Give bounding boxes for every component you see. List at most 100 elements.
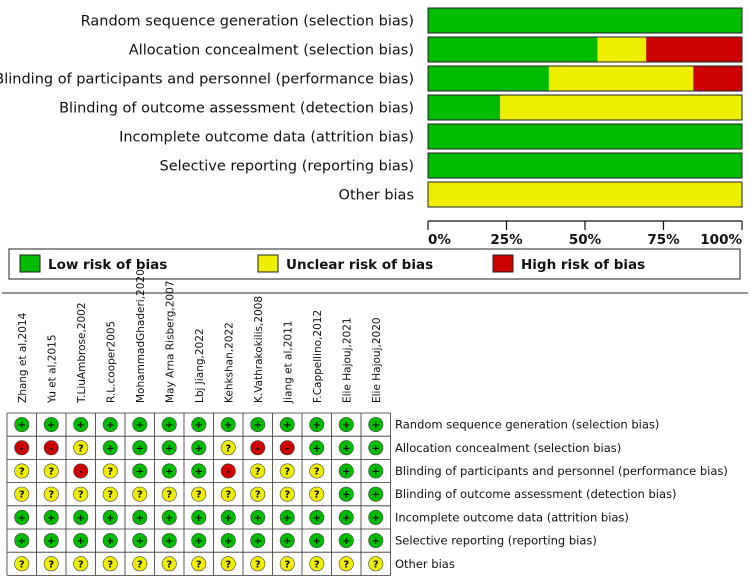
judgement-dot (14, 556, 30, 572)
legend-swatch (492, 254, 514, 273)
judgement-symbol: - (20, 443, 24, 454)
domain-label: Blinding of outcome assessment (detectio… (395, 487, 676, 501)
judgement-symbol: + (224, 536, 232, 547)
judgement-symbol: - (49, 443, 53, 454)
bar-category-label: Other bias (339, 188, 414, 204)
judgement-symbol: + (254, 420, 262, 431)
judgement-dot (102, 463, 118, 479)
judgement-dot (220, 486, 236, 502)
judgement-dot (14, 486, 30, 502)
domain-label: Other bias (395, 557, 455, 571)
judgement-dot (132, 556, 148, 572)
bar-segment-high-risk-of-bias (646, 37, 742, 62)
judgement-symbol: ? (166, 559, 172, 570)
judgement-dot (73, 486, 89, 502)
judgement-dot (14, 440, 30, 456)
judgement-dot (43, 509, 59, 525)
judgement-dot (43, 533, 59, 549)
judgement-dot (250, 556, 266, 572)
judgement-dot (73, 417, 89, 433)
judgement-dot (73, 556, 89, 572)
judgement-dot (309, 509, 325, 525)
risk-of-bias-graph: Random sequence generation (selection bi… (0, 7, 743, 208)
judgement-dot (191, 463, 207, 479)
judgement-dot (73, 440, 89, 456)
judgement-symbol: ? (196, 559, 202, 570)
judgement-symbol: + (106, 513, 114, 524)
judgement-symbol: + (195, 443, 203, 454)
judgement-symbol: + (106, 536, 114, 547)
judgement-dot (191, 417, 207, 433)
judgement-symbol: + (136, 443, 144, 454)
bar-outline (427, 36, 743, 63)
bar-outline (427, 181, 743, 208)
domain-label: Blinding of participants and personnel (… (395, 464, 728, 478)
judgement-symbol: ? (166, 490, 172, 501)
judgement-symbol: + (283, 536, 291, 547)
judgement-dot (102, 486, 118, 502)
judgement-dot (338, 463, 354, 479)
study-label: Kehkshan,2022 (223, 322, 235, 403)
judgement-dot (132, 417, 148, 433)
judgement-dot (309, 463, 325, 479)
judgement-dot (338, 440, 354, 456)
judgement-dot (279, 533, 295, 549)
judgement-dot (368, 463, 384, 479)
legend-label: Unclear risk of bias (286, 257, 433, 273)
judgement-symbol: + (18, 420, 26, 431)
judgement-dot (161, 486, 177, 502)
judgement-symbol: ? (107, 490, 113, 501)
judgement-dot (309, 417, 325, 433)
tick-label: 50% (569, 232, 602, 248)
judgement-symbol: - (256, 443, 260, 454)
judgement-dot (338, 486, 354, 502)
judgement-symbol: + (342, 420, 350, 431)
judgement-dot (161, 556, 177, 572)
judgement-symbol: + (372, 536, 380, 547)
judgement-symbol: + (18, 513, 26, 524)
judgement-symbol: ? (78, 490, 84, 501)
judgement-dot (43, 556, 59, 572)
judgement-symbol: + (195, 420, 203, 431)
judgement-symbol: - (285, 443, 289, 454)
judgement-symbol: + (195, 536, 203, 547)
judgement-symbol: + (136, 420, 144, 431)
judgement-symbol: ? (137, 490, 143, 501)
bar-segment-unclear-risk-of-bias (548, 66, 694, 91)
judgement-symbol: ? (78, 559, 84, 570)
judgement-symbol: ? (48, 467, 54, 478)
judgement-symbol: ? (225, 559, 231, 570)
judgement-dot (73, 533, 89, 549)
study-label: MohammadGhaderi,2020 (135, 269, 147, 403)
tick-label: 75% (647, 232, 680, 248)
judgement-dot (368, 509, 384, 525)
judgement-dot (14, 417, 30, 433)
judgement-dot (279, 417, 295, 433)
study-label: May Arna Risberg,2007 (164, 281, 176, 403)
judgement-dot (250, 509, 266, 525)
judgement-dot (132, 440, 148, 456)
study-label: R.L.cooper2005 (105, 321, 117, 403)
judgement-dot (43, 463, 59, 479)
judgement-dot (279, 486, 295, 502)
judgement-symbol: ? (107, 467, 113, 478)
domain-label: Selective reporting (reporting bias) (395, 534, 597, 548)
judgement-symbol: ? (255, 467, 261, 478)
judgement-dot (102, 533, 118, 549)
judgement-dot (368, 486, 384, 502)
judgement-symbol: + (106, 420, 114, 431)
judgement-symbol: ? (19, 490, 25, 501)
judgement-symbol: + (136, 513, 144, 524)
judgement-symbol: ? (19, 467, 25, 478)
judgement-dot (309, 533, 325, 549)
bar-category-label: Blinding of participants and personnel (… (0, 72, 414, 88)
judgement-symbol: ? (373, 559, 379, 570)
judgement-symbol: ? (78, 443, 84, 454)
judgement-symbol: + (224, 513, 232, 524)
judgement-dot (250, 533, 266, 549)
bar-outline (427, 123, 743, 150)
judgement-dot (161, 509, 177, 525)
judgement-symbol: ? (48, 559, 54, 570)
judgement-dot (309, 440, 325, 456)
